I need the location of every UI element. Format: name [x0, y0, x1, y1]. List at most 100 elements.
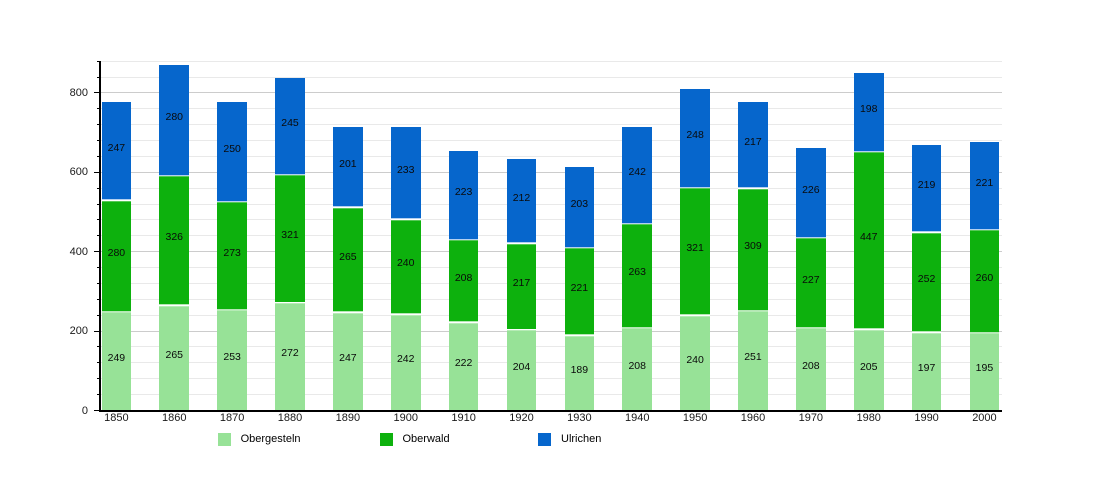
gridline-400 — [100, 251, 1002, 253]
segment-ulrichen-1900 — [390, 126, 421, 220]
value-label-oberwald-1980: 447 — [859, 231, 878, 244]
y-axis-tick-200 — [94, 330, 100, 332]
segment-separator — [622, 222, 653, 225]
segment-separator — [853, 150, 884, 153]
y-axis-line — [99, 60, 101, 412]
legend-swatch-obergesteln — [217, 433, 231, 446]
segment-obergesteln-1950 — [680, 315, 710, 411]
gridline-440 — [100, 235, 1002, 237]
value-label-ulrichen-1860: 280 — [165, 110, 184, 123]
segment-separator — [390, 313, 421, 316]
y-axis-label-0: 0 — [81, 404, 88, 417]
segment-separator — [796, 327, 826, 329]
y-axis-tick-680 — [96, 140, 100, 142]
segment-ulrichen-1880 — [275, 77, 305, 176]
bar-1890: 247 265 201 — [333, 127, 363, 411]
x-axis-label-1960: 1960 — [740, 412, 766, 424]
segment-obergesteln-1890 — [333, 312, 363, 411]
segment-obergesteln-1980 — [853, 329, 884, 411]
x-axis-label-1900: 1900 — [393, 412, 418, 424]
y-axis-tick-800 — [94, 92, 100, 94]
value-label-oberwald-1910: 208 — [454, 271, 473, 284]
segment-obergesteln-1880 — [275, 302, 305, 411]
gridline-560 — [100, 187, 1002, 189]
segment-separator — [275, 301, 305, 304]
segment-ulrichen-1990 — [911, 145, 942, 233]
value-label-obergesteln-1990: 197 — [917, 362, 936, 375]
segment-separator — [738, 310, 768, 312]
bar-1950: 240 321 248 — [680, 89, 710, 411]
bar-1860: 265 326 280 — [159, 64, 190, 411]
bar-1850: 249 280 247 — [101, 102, 132, 411]
segment-ulrichen-1980 — [853, 73, 884, 152]
segment-ulrichen-1850 — [101, 102, 132, 201]
segment-separator — [448, 239, 479, 241]
segment-separator — [275, 174, 305, 176]
segment-separator — [448, 321, 479, 324]
legend-item-oberwald: Oberwald — [379, 433, 450, 446]
gridline-880 — [100, 60, 1002, 62]
x-axis-label-1990: 1990 — [914, 412, 939, 424]
value-label-obergesteln-1970: 208 — [802, 359, 820, 372]
segment-ulrichen-1930 — [564, 167, 595, 248]
y-axis-tick-560 — [96, 187, 100, 189]
segment-oberwald-1950 — [680, 187, 710, 316]
gridline-760 — [100, 108, 1002, 110]
y-axis-tick-640 — [96, 155, 100, 157]
value-label-oberwald-1940: 263 — [628, 266, 646, 279]
legend-label: Obergesteln — [240, 433, 301, 445]
segment-ulrichen-2000 — [969, 142, 1000, 230]
segment-oberwald-1910 — [448, 239, 479, 323]
legend-item-obergesteln: Obergesteln — [217, 433, 301, 446]
x-axis-label-2000: 2000 — [972, 412, 997, 424]
value-label-ulrichen-1930: 203 — [570, 198, 589, 211]
bar-1940: 208 263 242 — [622, 127, 653, 411]
segment-obergesteln-1910 — [448, 322, 479, 411]
value-label-oberwald-1890: 265 — [339, 250, 357, 263]
segment-separator — [506, 328, 537, 331]
value-label-ulrichen-1960: 217 — [744, 135, 762, 148]
segment-oberwald-1930 — [564, 247, 595, 336]
segment-obergesteln-1940 — [622, 327, 653, 411]
value-label-obergesteln-1950: 240 — [686, 353, 704, 366]
x-axis-label-1920: 1920 — [509, 412, 534, 424]
segment-ulrichen-1870 — [217, 102, 247, 202]
value-label-oberwald-1920: 217 — [512, 277, 531, 290]
gridline-600 — [100, 171, 1002, 173]
legend-label: Oberwald — [402, 433, 450, 445]
value-label-obergesteln-1870: 253 — [223, 350, 241, 363]
segment-obergesteln-1960 — [738, 310, 768, 411]
value-label-obergesteln-1960: 251 — [744, 351, 762, 364]
x-axis-label-1880: 1880 — [277, 412, 303, 424]
segment-ulrichen-1890 — [333, 127, 363, 208]
y-axis-tick-760 — [96, 108, 100, 110]
gridline-160 — [100, 346, 1002, 348]
y-axis-tick-880 — [96, 60, 100, 62]
y-axis-tick-80 — [96, 378, 100, 380]
segment-separator — [564, 247, 595, 249]
value-label-ulrichen-1940: 242 — [628, 166, 646, 179]
y-axis-tick-520 — [96, 203, 100, 205]
y-axis-tick-440 — [96, 235, 100, 237]
segment-separator — [159, 175, 190, 177]
gridline-480 — [100, 219, 1002, 221]
segment-ulrichen-1940 — [622, 127, 653, 224]
segment-ulrichen-1960 — [738, 102, 768, 189]
value-label-oberwald-1960: 309 — [744, 240, 762, 253]
segment-separator — [911, 231, 942, 233]
value-label-ulrichen-1880: 245 — [281, 117, 299, 130]
segment-oberwald-1890 — [333, 207, 363, 313]
value-label-ulrichen-1900: 233 — [396, 163, 415, 176]
segment-separator — [159, 304, 190, 306]
value-label-ulrichen-1970: 226 — [802, 183, 820, 196]
segment-obergesteln-2000 — [969, 333, 1000, 411]
segment-obergesteln-1860 — [159, 305, 190, 411]
gridline-200 — [100, 330, 1002, 332]
y-axis-tick-720 — [96, 124, 100, 126]
y-axis-tick-120 — [96, 362, 100, 364]
y-axis-tick-400 — [94, 251, 100, 253]
value-label-ulrichen-1990: 219 — [917, 179, 936, 192]
x-axis-label-1860: 1860 — [162, 412, 187, 424]
value-label-oberwald-1870: 273 — [223, 246, 241, 259]
value-label-ulrichen-1950: 248 — [686, 129, 704, 142]
